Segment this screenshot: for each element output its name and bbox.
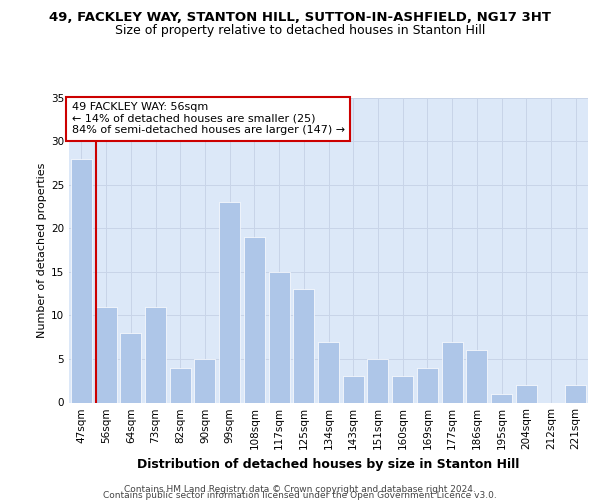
Bar [71, 158, 92, 402]
Text: Contains public sector information licensed under the Open Government Licence v3: Contains public sector information licen… [103, 491, 497, 500]
Bar [417, 368, 438, 402]
Bar [293, 289, 314, 403]
Bar [442, 342, 463, 402]
X-axis label: Distribution of detached houses by size in Stanton Hill: Distribution of detached houses by size … [137, 458, 520, 471]
Bar [194, 359, 215, 403]
Bar [244, 237, 265, 402]
Bar [392, 376, 413, 402]
Bar [343, 376, 364, 402]
Bar [491, 394, 512, 402]
Text: Size of property relative to detached houses in Stanton Hill: Size of property relative to detached ho… [115, 24, 485, 37]
Bar [269, 272, 290, 402]
Bar [145, 306, 166, 402]
Bar [516, 385, 537, 402]
Bar [120, 333, 141, 402]
Text: Contains HM Land Registry data © Crown copyright and database right 2024.: Contains HM Land Registry data © Crown c… [124, 485, 476, 494]
Y-axis label: Number of detached properties: Number of detached properties [37, 162, 47, 338]
Text: 49, FACKLEY WAY, STANTON HILL, SUTTON-IN-ASHFIELD, NG17 3HT: 49, FACKLEY WAY, STANTON HILL, SUTTON-IN… [49, 11, 551, 24]
Bar [170, 368, 191, 402]
Bar [95, 306, 116, 402]
Bar [565, 385, 586, 402]
Text: 49 FACKLEY WAY: 56sqm
← 14% of detached houses are smaller (25)
84% of semi-deta: 49 FACKLEY WAY: 56sqm ← 14% of detached … [71, 102, 345, 136]
Bar [466, 350, 487, 403]
Bar [318, 342, 339, 402]
Bar [367, 359, 388, 403]
Bar [219, 202, 240, 402]
